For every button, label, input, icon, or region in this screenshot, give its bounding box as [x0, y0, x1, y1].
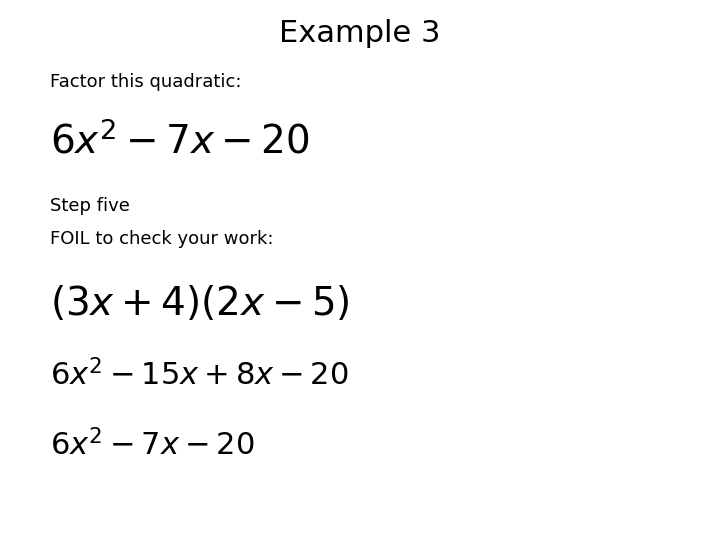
Text: Factor this quadratic:: Factor this quadratic: [50, 73, 242, 91]
Text: $(3x + 4)(2x - 5)$: $(3x + 4)(2x - 5)$ [50, 284, 350, 322]
Text: $6x^2 - 7x - 20$: $6x^2 - 7x - 20$ [50, 122, 310, 161]
Text: $6x^2 - 15x + 8x - 20$: $6x^2 - 15x + 8x - 20$ [50, 359, 349, 392]
Text: $6x^2 - 7x - 20$: $6x^2 - 7x - 20$ [50, 429, 255, 462]
Text: Example 3: Example 3 [279, 19, 441, 48]
Text: FOIL to check your work:: FOIL to check your work: [50, 230, 274, 247]
Text: Step five: Step five [50, 197, 130, 215]
